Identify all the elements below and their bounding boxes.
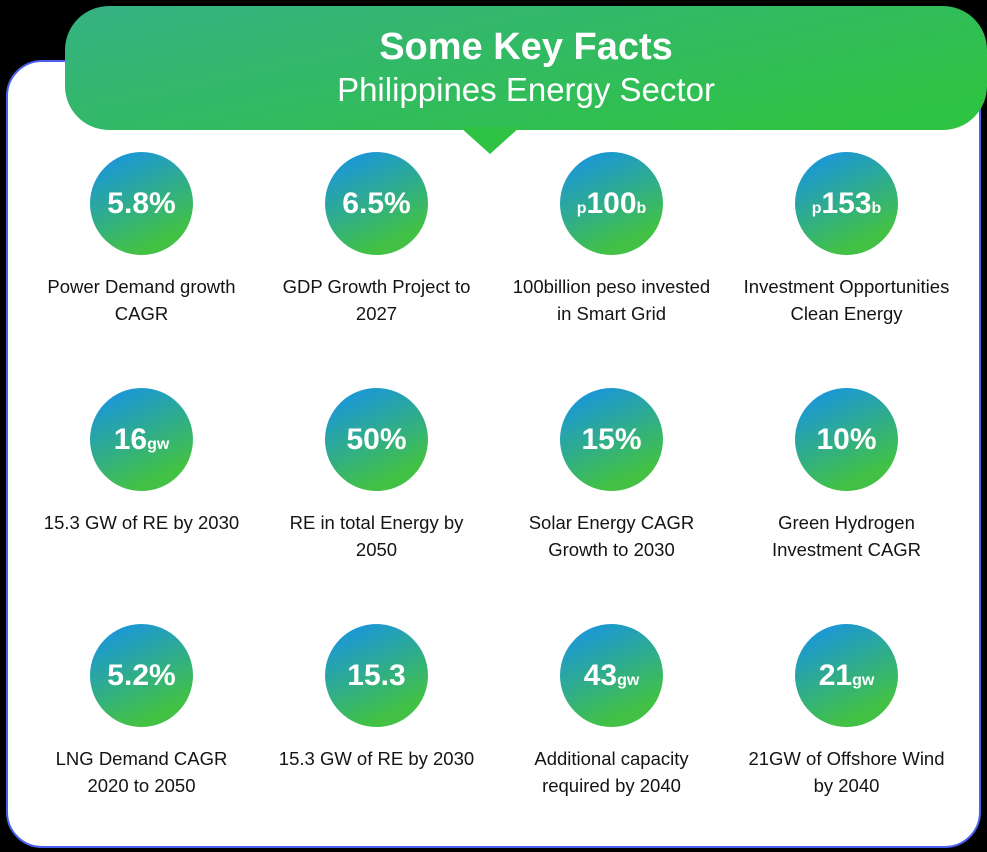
- stat-circle: 5.8%: [90, 152, 193, 255]
- fact-item-clean-energy-investment: p153b Investment Opportunities Clean Ene…: [729, 152, 964, 364]
- fact-item-additional-capacity: 43gw Additional capacity required by 204…: [494, 624, 729, 836]
- stat-value: 21: [818, 658, 853, 692]
- stat-value: 16: [113, 422, 148, 456]
- stat-suffix: b: [871, 199, 882, 217]
- stat-circle: 16gw: [90, 388, 193, 491]
- stat-prefix: p: [811, 199, 822, 217]
- page-subtitle: Philippines Energy Sector: [337, 71, 715, 108]
- stat-value: 43: [583, 658, 618, 692]
- stat-circle: 10%: [795, 388, 898, 491]
- fact-item-gdp-growth: 6.5% GDP Growth Project to 2027: [259, 152, 494, 364]
- stat-caption: 100billion peso invested in Smart Grid: [512, 276, 711, 324]
- stat-value: 50%: [346, 422, 407, 456]
- stat-caption: Additional capacity required by 2040: [534, 748, 689, 796]
- stat-caption: 15.3 GW of RE by 2030: [278, 748, 475, 769]
- stat-value: 100: [586, 186, 637, 220]
- stat-value: 6.5%: [342, 186, 411, 220]
- stat-suffix: gw: [147, 435, 170, 453]
- fact-item-smart-grid: p100b 100billion peso invested in Smart …: [494, 152, 729, 364]
- fact-item-green-hydrogen: 10% Green Hydrogen Investment CAGR: [729, 388, 964, 600]
- stat-caption: Investment Opportunities Clean Energy: [743, 276, 950, 324]
- page-title: Some Key Facts: [379, 26, 673, 68]
- stat-value: 5.2%: [107, 658, 176, 692]
- stat-circle: 43gw: [560, 624, 663, 727]
- fact-item-solar-cagr: 15% Solar Energy CAGR Growth to 2030: [494, 388, 729, 600]
- header-banner: Some Key Facts Philippines Energy Sector: [65, 6, 987, 130]
- stat-circle: 6.5%: [325, 152, 428, 255]
- fact-item-power-demand: 5.8% Power Demand growth CAGR: [24, 152, 259, 364]
- stat-circle: p153b: [795, 152, 898, 255]
- stat-circle: 15.3: [325, 624, 428, 727]
- stat-circle: 50%: [325, 388, 428, 491]
- stat-caption: GDP Growth Project to 2027: [282, 276, 471, 324]
- banner-pointer-arrow: [460, 127, 520, 154]
- stat-circle: 15%: [560, 388, 663, 491]
- fact-item-re-153-2030: 15.3 15.3 GW of RE by 2030: [259, 624, 494, 836]
- stat-caption: LNG Demand CAGR 2020 to 2050: [55, 748, 228, 796]
- stat-value: 10%: [816, 422, 877, 456]
- fact-item-re-share-2050: 50% RE in total Energy by 2050: [259, 388, 494, 600]
- stat-caption: 21GW of Offshore Wind by 2040: [748, 748, 945, 796]
- fact-item-offshore-wind: 21gw 21GW of Offshore Wind by 2040: [729, 624, 964, 836]
- stat-suffix: gw: [852, 671, 875, 689]
- stat-prefix: p: [576, 199, 587, 217]
- stat-caption: Green Hydrogen Investment CAGR: [771, 512, 922, 560]
- stat-suffix: gw: [617, 671, 640, 689]
- stat-circle: p100b: [560, 152, 663, 255]
- stat-caption: Power Demand growth CAGR: [47, 276, 236, 324]
- stat-suffix: b: [636, 199, 647, 217]
- stat-value: 15%: [581, 422, 642, 456]
- stat-caption: 15.3 GW of RE by 2030: [43, 512, 240, 533]
- facts-grid: 5.8% Power Demand growth CAGR 6.5% GDP G…: [24, 152, 964, 836]
- stat-circle: 5.2%: [90, 624, 193, 727]
- fact-item-lng-demand: 5.2% LNG Demand CAGR 2020 to 2050: [24, 624, 259, 836]
- fact-item-re-gw-2030: 16gw 15.3 GW of RE by 2030: [24, 388, 259, 600]
- stat-circle: 21gw: [795, 624, 898, 727]
- stat-value: 153: [821, 186, 872, 220]
- stat-caption: Solar Energy CAGR Growth to 2030: [528, 512, 695, 560]
- stat-caption: RE in total Energy by 2050: [289, 512, 464, 560]
- stat-value: 5.8%: [107, 186, 176, 220]
- stat-value: 15.3: [347, 658, 406, 692]
